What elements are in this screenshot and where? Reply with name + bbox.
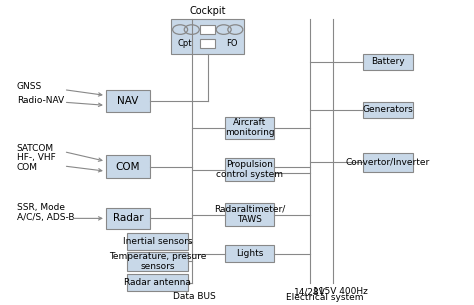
Text: Inertial sensors: Inertial sensors [123, 237, 192, 246]
Bar [127, 233, 188, 250]
Bar [106, 90, 150, 112]
Bar [127, 252, 188, 271]
Bar [201, 25, 215, 34]
Text: Data BUS: Data BUS [173, 292, 216, 301]
Bar [225, 159, 274, 181]
Text: Aircraft
monitoring: Aircraft monitoring [225, 118, 275, 138]
Bar [172, 19, 244, 54]
Text: Convertor/Inverter: Convertor/Inverter [346, 158, 430, 167]
Text: HF-, VHF
COM: HF-, VHF COM [17, 152, 55, 172]
Text: FO: FO [226, 39, 237, 48]
Text: 14/28V: 14/28V [294, 287, 326, 296]
Text: Propulsion
control system: Propulsion control system [217, 160, 283, 179]
Text: Generators: Generators [363, 105, 413, 114]
Text: Electrical system: Electrical system [286, 293, 364, 302]
Text: Radio-NAV: Radio-NAV [17, 96, 64, 105]
Text: Battery: Battery [371, 57, 405, 66]
Text: SSR, Mode
A/C/S, ADS-B: SSR, Mode A/C/S, ADS-B [17, 203, 74, 222]
Text: Radar: Radar [113, 214, 144, 223]
Text: NAV: NAV [118, 96, 139, 106]
Bar [364, 54, 413, 70]
Bar [225, 203, 274, 226]
Bar [106, 208, 150, 229]
Bar [127, 274, 188, 291]
Bar [364, 152, 413, 172]
Text: COM: COM [116, 162, 140, 172]
Text: Radar antenna: Radar antenna [124, 278, 191, 287]
Text: Temperature, presure
sensors: Temperature, presure sensors [109, 252, 206, 271]
Bar [106, 156, 150, 178]
Text: GNSS: GNSS [17, 82, 42, 91]
Bar [225, 117, 274, 139]
Bar [364, 102, 413, 118]
Bar [201, 39, 215, 48]
Text: SATCOM: SATCOM [17, 144, 54, 153]
Text: Radaraltimeter/
TAWS: Radaraltimeter/ TAWS [214, 205, 285, 224]
Bar [225, 245, 274, 262]
Text: Cpt: Cpt [177, 39, 192, 48]
Text: 115V 400Hz: 115V 400Hz [313, 287, 367, 296]
Text: Lights: Lights [236, 249, 264, 258]
Text: Cockpit: Cockpit [190, 6, 226, 16]
